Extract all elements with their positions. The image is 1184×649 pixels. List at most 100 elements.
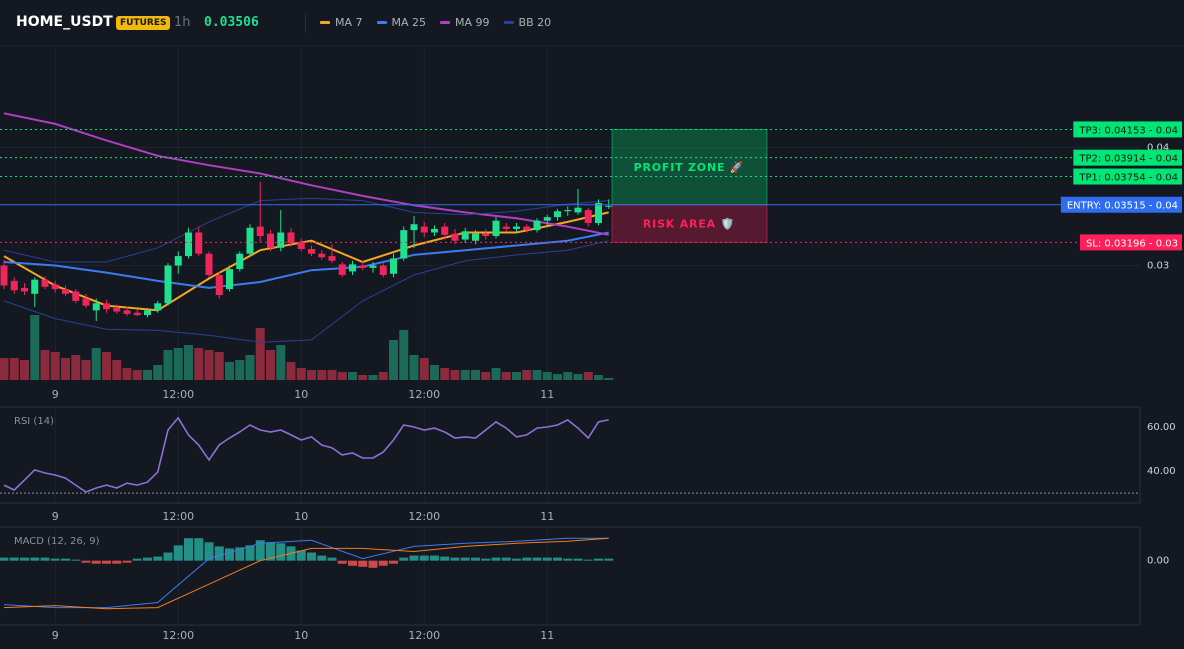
histogram-bar (450, 557, 460, 561)
zone (611, 128, 768, 206)
histogram-bar (491, 557, 501, 561)
candle-body (543, 217, 551, 221)
histogram-bar (378, 560, 388, 566)
candle-body (564, 210, 572, 212)
volume-bar (9, 358, 19, 380)
legend-label: BB 20 (518, 16, 552, 29)
histogram-bar (60, 558, 70, 561)
legend-swatch (320, 21, 330, 24)
histogram-bar (101, 560, 111, 564)
candle-body (246, 227, 254, 254)
volume-bar (460, 370, 470, 380)
volume-bar (50, 352, 60, 380)
level-label: TP3: 0.04153 - 0.04 (1078, 125, 1178, 136)
level-label: TP2: 0.03914 - 0.04 (1078, 154, 1178, 165)
x-tick-label: 10 (294, 629, 308, 642)
volume-bar (276, 345, 286, 380)
candle-body (307, 248, 315, 254)
x-tick-label: 11 (540, 510, 554, 523)
histogram-bar (542, 557, 552, 561)
volume-bar (327, 370, 337, 380)
volume-bar (30, 315, 40, 380)
histogram-bar (327, 557, 337, 561)
candle-body (461, 231, 469, 240)
volume-bar (429, 365, 439, 380)
volume-bar (337, 372, 347, 380)
indicator-line (3, 231, 609, 289)
candle-body (359, 265, 367, 268)
candle-body (277, 232, 285, 248)
x-tick-label: 11 (540, 388, 554, 401)
volume-bar (71, 355, 81, 380)
volume-bar (255, 328, 265, 380)
volume-bar (81, 360, 91, 380)
indicator-line (3, 240, 609, 343)
legend-item[interactable]: MA 99 (440, 16, 490, 29)
histogram-bar (388, 560, 398, 564)
level-tag (1073, 149, 1182, 166)
volume-bar (204, 350, 214, 380)
candle-body (523, 226, 531, 231)
candle-body (154, 303, 162, 311)
candle-body (379, 265, 387, 275)
interval[interactable]: 1h (174, 15, 191, 30)
volume-bar (399, 330, 409, 380)
macd-line (3, 537, 609, 610)
histogram-bar (183, 538, 193, 561)
level-tag (1079, 234, 1182, 251)
candle-body (174, 256, 182, 266)
legend-item[interactable]: MA 7 (320, 16, 363, 29)
x-tick-label: 10 (294, 388, 308, 401)
candle-body (164, 265, 172, 304)
volume-bar (91, 348, 101, 380)
level-label: TP1: 0.03754 - 0.04 (1078, 173, 1178, 184)
x-tick-label: 12:00 (408, 388, 440, 401)
volume-bar (419, 358, 429, 380)
histogram-bar (522, 557, 532, 561)
volume-bar (358, 375, 368, 380)
histogram-bar (573, 558, 583, 561)
histogram-bar (255, 540, 265, 561)
volume-bar (19, 360, 29, 380)
candle-body (348, 264, 356, 272)
candle-body (400, 230, 408, 259)
x-tick-label: 9 (52, 388, 59, 401)
candle-body (297, 241, 305, 249)
volume-bar (481, 372, 491, 380)
histogram-bar (142, 557, 152, 561)
histogram-bar (265, 542, 275, 561)
candle-body (123, 310, 131, 314)
candle-body (143, 310, 151, 316)
candle-body (492, 220, 500, 237)
volume-bar (286, 362, 296, 380)
volume-bar (347, 372, 357, 380)
x-tick-label: 10 (294, 510, 308, 523)
histogram-bar (153, 556, 163, 561)
candle-body (553, 211, 561, 218)
histogram-bar (214, 546, 224, 561)
level-tag (1073, 168, 1182, 185)
candle-body (82, 298, 90, 306)
legend-item[interactable]: BB 20 (503, 16, 552, 29)
histogram-bar (112, 560, 122, 564)
candle-body (287, 232, 295, 244)
candle-body (61, 289, 69, 294)
divider (305, 13, 306, 33)
volume-bar (491, 368, 501, 380)
histogram-bar (399, 557, 409, 561)
candle-body (410, 224, 418, 231)
volume-bar (470, 370, 480, 380)
level-tag (1073, 121, 1182, 138)
volume-bar (378, 372, 388, 380)
volume-bar (173, 348, 183, 380)
legend-swatch (440, 21, 451, 24)
candle-body (133, 312, 141, 316)
zone-label: RISK AREA 🛡️ (643, 218, 735, 231)
histogram-bar (358, 560, 368, 567)
indicator-line (3, 197, 609, 263)
volume-bar (183, 345, 193, 380)
legend-item[interactable]: MA 25 (376, 16, 426, 29)
last-price: 0.03506 (204, 15, 259, 30)
